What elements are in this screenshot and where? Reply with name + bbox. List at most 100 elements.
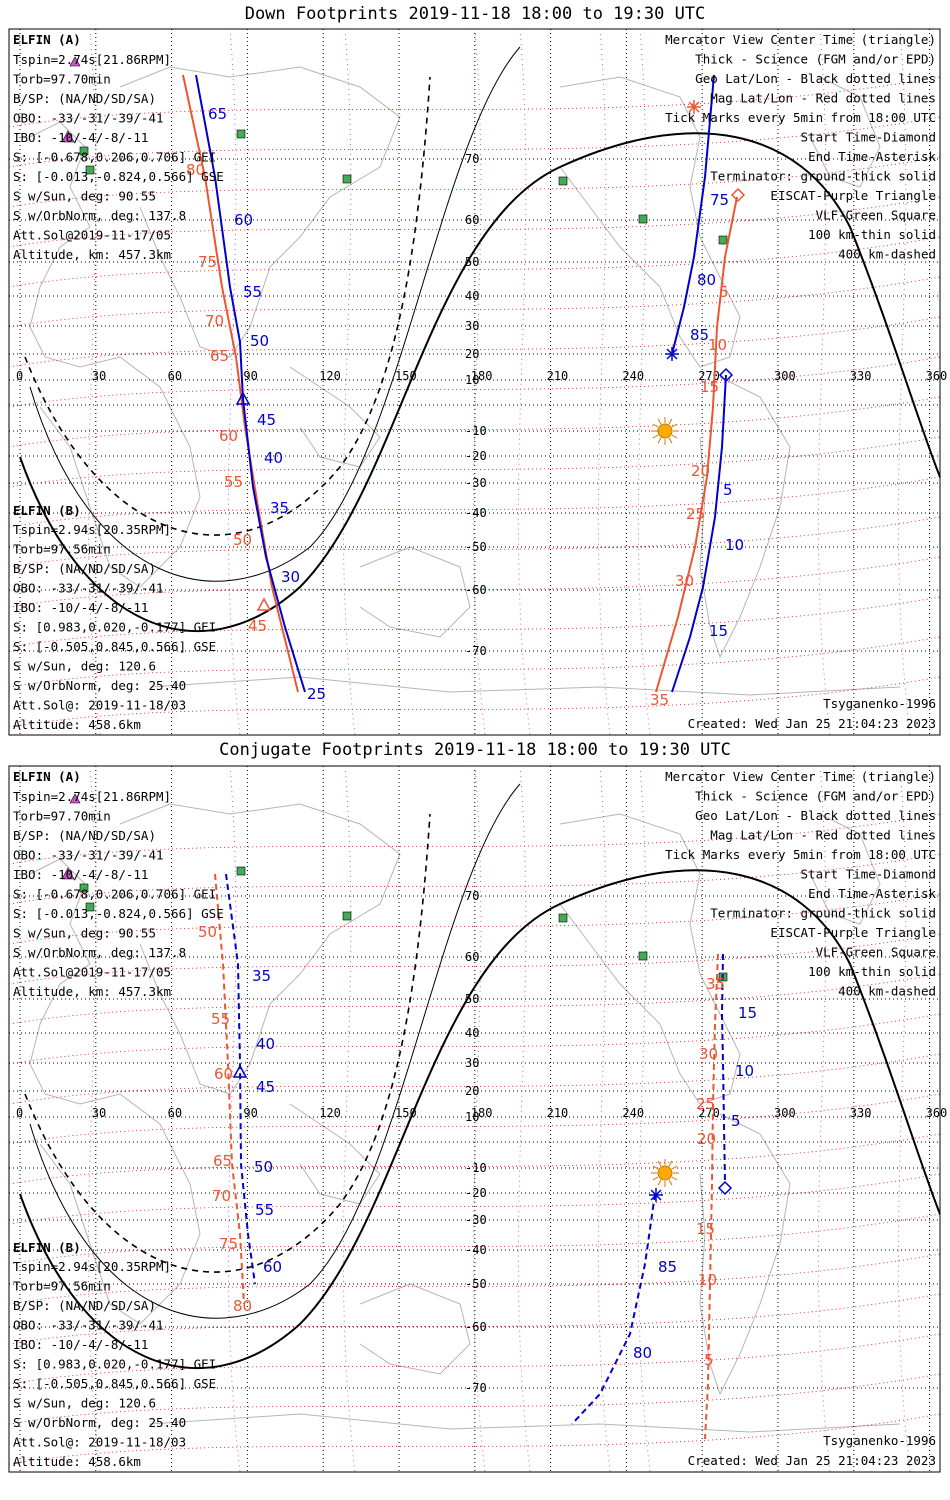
elfin-a-info-line: Torb=97.70min	[13, 809, 111, 824]
vlf-station-square	[85, 165, 95, 175]
track-tick-label: 60	[219, 427, 238, 445]
mag-parallel	[8, 156, 941, 208]
track-tick-label: 15	[709, 622, 728, 640]
lon-label: 360	[926, 1106, 948, 1120]
lat-label: 20	[465, 1084, 479, 1098]
mag-parallel	[8, 933, 941, 985]
terminator-400km	[24, 813, 431, 1273]
elfin-a-info-line: IBO: -10/-4/-8/-11	[13, 867, 148, 882]
legend-line: EISCAT-Purple Triangle	[770, 925, 936, 940]
legend-line: Start Time-Diamond	[801, 867, 936, 882]
terminator-ground	[19, 869, 941, 1370]
track-tick-label: 80	[697, 271, 716, 289]
coastline	[699, 1113, 791, 1396]
lon-label: 360	[926, 369, 948, 383]
asterisk-stroke	[666, 348, 678, 360]
coastline	[29, 858, 201, 1325]
lat-label: -40	[465, 1243, 487, 1257]
elfin-a-info-line: B/SP: (NA/ND/SD/SA)	[13, 828, 156, 843]
mag-parallel	[8, 1093, 941, 1145]
lat-label: -70	[465, 1381, 487, 1395]
track-tick-label: 45	[257, 411, 276, 429]
eiscat-triangle	[61, 867, 75, 880]
coastline	[559, 76, 741, 368]
created-timestamp: Created: Wed Jan 25 21:04:23 2023	[688, 716, 936, 731]
sun-ray	[668, 418, 673, 425]
elfin-b-track-east	[655, 196, 738, 693]
mag-parallel	[8, 276, 941, 328]
sun-ray	[652, 1176, 659, 1181]
elfin-b-info-line: B/SP: (NA/ND/SD/SA)	[13, 561, 156, 576]
track-tick-label: 75	[219, 1235, 238, 1253]
track-tick-label: 50	[250, 332, 269, 350]
vlf-station-square	[558, 176, 568, 186]
legend-line: VLF-Green Square	[816, 945, 936, 960]
elfin-b-conj-track-west	[214, 873, 245, 1305]
mag-parallel	[8, 476, 941, 528]
track-tick-label: 55	[224, 473, 243, 491]
lon-label: 120	[319, 369, 341, 383]
sun-ray	[652, 434, 659, 439]
mag-parallel	[8, 1293, 941, 1345]
elfin-a-info-line: S w/Sun, deg: 90.55	[13, 926, 156, 941]
elfin-b-info-line: IBO: -10/-4/-8/-11	[13, 600, 148, 615]
lon-label: 60	[168, 1106, 182, 1120]
vlf-station-square	[718, 235, 728, 245]
elfin-b-name: ELFIN (B)	[13, 1240, 81, 1255]
lat-label: -70	[465, 644, 487, 658]
sun-ray	[657, 418, 662, 425]
track-tick-label: 10	[698, 1271, 717, 1289]
track-tick-label: 50	[198, 923, 217, 941]
center-time-triangle-a	[232, 1064, 248, 1078]
track-tick-label: 40	[264, 449, 283, 467]
sun-ray	[652, 423, 659, 428]
asterisk-stroke	[688, 101, 700, 113]
track-tick-label: 10	[708, 336, 727, 354]
track-tick-label: 25	[686, 505, 705, 523]
legend-line: Mercator View Center Time (triangle)	[665, 32, 936, 47]
elfin-a-info-line: Torb=97.70min	[13, 72, 111, 87]
track-tick-label: 65	[208, 105, 227, 123]
lat-label: 60	[465, 213, 479, 227]
lon-label: 60	[168, 369, 182, 383]
lat-label: 70	[465, 889, 479, 903]
mag-parallel	[8, 1213, 941, 1265]
elfin-b-info-line: OBO: -33/-31/-39/-41	[13, 581, 164, 596]
elfin-b-info-line: Altitude: 458.6km	[13, 1454, 141, 1469]
geo-grid	[9, 766, 940, 1472]
elfin-a-info-line: OBO: -33/-31/-39/-41	[13, 111, 164, 126]
track-tick-label: 20	[697, 1130, 716, 1148]
sun-ray	[671, 434, 678, 439]
mag-parallel	[8, 76, 941, 128]
elfin-a-conj-track-east	[720, 953, 726, 1185]
lon-label: 330	[850, 369, 872, 383]
start-diamond-a	[717, 1180, 733, 1196]
coastline	[119, 803, 401, 1095]
sun-ray	[671, 1165, 678, 1170]
legend-line: 400 km-dashed	[838, 247, 936, 262]
track-tick-label: 35	[706, 975, 725, 993]
legend-line: End Time-Asterisk	[808, 149, 936, 164]
track-tick-label: 25	[307, 685, 326, 703]
lon-label: 330	[850, 1106, 872, 1120]
elfin-a-info-line: S: [-0.013,-0.824,0.566] GSE	[13, 169, 224, 184]
elfin-b-info-line: OBO: -33/-31/-39/-41	[13, 1318, 164, 1333]
lat-label: 50	[465, 255, 479, 269]
track-tick-label: 85	[658, 1258, 677, 1276]
legend-line: EISCAT-Purple Triangle	[770, 188, 936, 203]
elfin-a-info-line: IBO: -10/-4/-8/-11	[13, 130, 148, 145]
elfin-b-info-line: Tspin=2.94s[20.35RPM]	[13, 522, 171, 537]
mag-parallel	[8, 1373, 941, 1425]
mag-parallel	[8, 1333, 941, 1385]
track-tick-label: 70	[212, 1187, 231, 1205]
track-tick-label: 65	[210, 347, 229, 365]
track-tick-label: 35	[650, 691, 669, 709]
elfin-b-info-line: S: [-0.505,0.845,0.566] GSE	[13, 1376, 216, 1391]
sun-icon	[651, 417, 679, 445]
mag-parallel	[8, 813, 941, 865]
coastline	[29, 121, 201, 588]
track-tick-label: 55	[243, 283, 262, 301]
lon-label: 240	[622, 1106, 644, 1120]
elfin-a-info-line: Altitude, km: 457.3km	[13, 984, 171, 999]
lon-label: 240	[622, 369, 644, 383]
